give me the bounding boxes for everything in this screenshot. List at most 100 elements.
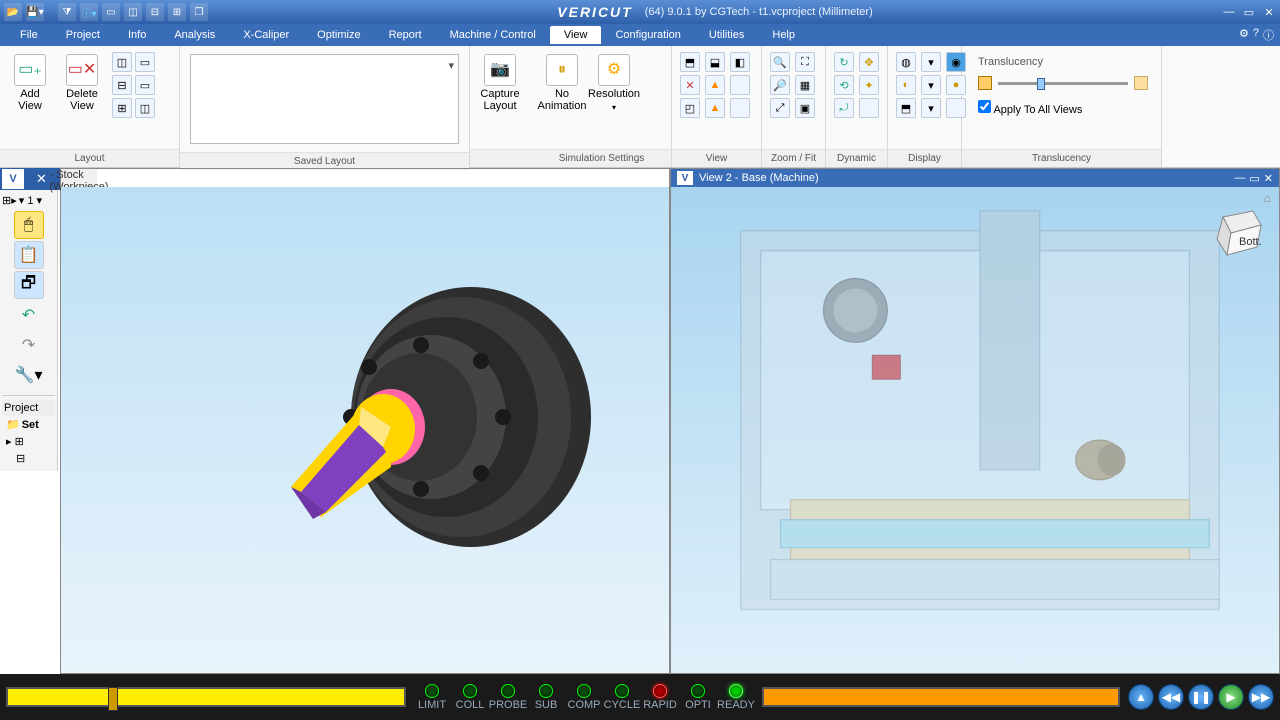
- dyn-6-icon[interactable]: [859, 98, 879, 118]
- play-eject-icon[interactable]: ▲: [1128, 684, 1154, 710]
- view-ic-8[interactable]: ▲: [705, 98, 725, 118]
- disp-8-icon[interactable]: ▾: [921, 98, 941, 118]
- progress-slider[interactable]: [6, 687, 406, 707]
- view-ic-2[interactable]: ⬓: [705, 52, 725, 72]
- menu-analysis[interactable]: Analysis: [160, 26, 229, 44]
- vt-drop-icon[interactable]: ▾ 1 ▾: [19, 194, 42, 207]
- feed-bar[interactable]: [762, 687, 1120, 707]
- menubar-info-icon[interactable]: ⓘ: [1263, 27, 1274, 43]
- view-ic-5[interactable]: ▲: [705, 75, 725, 95]
- vt-window-icon[interactable]: 🗗: [14, 271, 44, 299]
- dyn-4-icon[interactable]: ✦: [859, 75, 879, 95]
- qat-cascade-icon[interactable]: ❐: [190, 3, 208, 21]
- menu-config[interactable]: Configuration: [601, 26, 694, 44]
- menu-utilities[interactable]: Utilities: [695, 26, 758, 44]
- no-animation-button[interactable]: ⏸ No Animation: [538, 50, 586, 116]
- play-play-icon[interactable]: ▶: [1218, 684, 1244, 710]
- play-rewind-icon[interactable]: ◀◀: [1158, 684, 1184, 710]
- play-ff-icon[interactable]: ▶▶: [1248, 684, 1274, 710]
- view-ic-3[interactable]: ◧: [730, 52, 750, 72]
- maximize-icon[interactable]: ▭: [1242, 6, 1256, 19]
- layout-preset-3[interactable]: ⊟: [112, 75, 132, 95]
- add-view-icon: ▭₊: [14, 54, 46, 86]
- delete-view-button[interactable]: ▭✕ Delete View: [58, 50, 106, 116]
- menu-xcaliper[interactable]: X-Caliper: [229, 26, 303, 44]
- disp-1-icon[interactable]: ◍: [896, 52, 916, 72]
- vp2-max-icon[interactable]: ▭: [1249, 172, 1259, 185]
- qat-layout2-icon[interactable]: ◫: [124, 3, 142, 21]
- pan-icon[interactable]: ✥: [859, 52, 879, 72]
- vp1-canvas[interactable]: [61, 187, 669, 673]
- chuck-model: [251, 257, 611, 597]
- add-view-button[interactable]: ▭₊ Add View: [6, 50, 54, 116]
- vt-tool-icon[interactable]: 🔧▾: [14, 361, 44, 389]
- menubar-help-icon[interactable]: ?: [1253, 27, 1259, 43]
- vt-mouse-icon[interactable]: 🖱: [14, 211, 44, 239]
- menu-help[interactable]: Help: [758, 26, 809, 44]
- qat-filter-icon[interactable]: ⧩: [58, 3, 76, 21]
- disp-7-icon[interactable]: ⬒: [896, 98, 916, 118]
- vt-list-icon[interactable]: 📋: [14, 241, 44, 269]
- zoom-window-icon[interactable]: ▦: [795, 75, 815, 95]
- project-sub-item-2[interactable]: ⊟: [2, 450, 55, 467]
- view-ic-9[interactable]: [730, 98, 750, 118]
- trans-slider[interactable]: [978, 76, 1148, 90]
- layout-preset-4[interactable]: ▭: [135, 75, 155, 95]
- qat-save-icon[interactable]: 💾▾: [26, 3, 44, 21]
- qat-layout4-icon[interactable]: ⊞: [168, 3, 186, 21]
- resolution-button[interactable]: ⚙ Resolution▾: [590, 50, 638, 118]
- view-icons: ⬒⬓◧ ✕▲ ◰▲: [678, 50, 754, 120]
- disp-5-icon[interactable]: ▾: [921, 75, 941, 95]
- view-ic-6[interactable]: [730, 75, 750, 95]
- zoom-in-icon[interactable]: 🔍: [770, 52, 790, 72]
- disp-2-icon[interactable]: ▾: [921, 52, 941, 72]
- view-ic-7[interactable]: ◰: [680, 98, 700, 118]
- vp2-close-icon[interactable]: ✕: [1264, 172, 1273, 185]
- menubar-gear-icon[interactable]: ⚙: [1239, 27, 1249, 43]
- layout-preset-2[interactable]: ▭: [135, 52, 155, 72]
- qat-layout3-icon[interactable]: ⊟: [146, 3, 164, 21]
- project-setup-item[interactable]: 📁 Set: [2, 416, 55, 433]
- layout-preset-1[interactable]: ◫: [112, 52, 132, 72]
- vp2-canvas[interactable]: ⌂: [671, 187, 1279, 673]
- menu-file[interactable]: File: [6, 26, 52, 44]
- qat-open-icon[interactable]: 📂: [4, 3, 22, 21]
- menu-view[interactable]: View: [550, 26, 602, 44]
- vt-redo-icon[interactable]: ↷: [14, 331, 44, 359]
- rotate-icon[interactable]: ↻: [834, 52, 854, 72]
- zoom-out-icon[interactable]: 🔎: [770, 75, 790, 95]
- dyn-5-icon[interactable]: ⤾: [834, 98, 854, 118]
- vp2-min-icon[interactable]: —: [1234, 172, 1245, 185]
- light-coll: COLL: [452, 684, 488, 711]
- menu-report[interactable]: Report: [375, 26, 436, 44]
- ribbon-group-layout: ▭₊ Add View ▭✕ Delete View ◫ ▭ ⊟ ▭ ⊞ ◫ L…: [0, 46, 180, 167]
- zoom-5-icon[interactable]: ⤢: [770, 98, 790, 118]
- tab-close-icon[interactable]: ✕: [36, 171, 47, 187]
- vericut-tab-icon[interactable]: V: [2, 169, 24, 189]
- project-sub-item[interactable]: ▸ ⊞: [2, 433, 55, 450]
- layout-preset-5[interactable]: ⊞: [112, 98, 132, 118]
- view-ic-1[interactable]: ⬒: [680, 52, 700, 72]
- qat-info-icon[interactable]: ⓘ▾: [80, 3, 98, 21]
- zoom-fit-icon[interactable]: ⛶: [795, 52, 815, 72]
- capture-layout-button[interactable]: 📷 Capture Layout: [476, 50, 524, 116]
- home-icon[interactable]: ⌂: [1264, 191, 1271, 205]
- menu-project[interactable]: Project: [52, 26, 114, 44]
- zoom-6-icon[interactable]: ▣: [795, 98, 815, 118]
- menu-optimize[interactable]: Optimize: [303, 26, 374, 44]
- menu-info[interactable]: Info: [114, 26, 160, 44]
- layout-preset-6[interactable]: ◫: [135, 98, 155, 118]
- play-pause-icon[interactable]: ❚❚: [1188, 684, 1214, 710]
- disp-4-icon[interactable]: ◐: [896, 75, 916, 95]
- vt-tree-icon[interactable]: ⊞▸: [2, 194, 17, 207]
- menu-machine[interactable]: Machine / Control: [436, 26, 550, 44]
- apply-all-checkbox[interactable]: Apply To All Views: [978, 104, 1082, 116]
- view-ic-4[interactable]: ✕: [680, 75, 700, 95]
- minimize-icon[interactable]: —: [1222, 6, 1236, 19]
- nav-cube[interactable]: Bott.: [1211, 207, 1265, 261]
- saved-layout-gallery[interactable]: [190, 54, 459, 144]
- vt-undo-icon[interactable]: ↶: [14, 301, 44, 329]
- qat-layout1-icon[interactable]: ▭: [102, 3, 120, 21]
- close-icon[interactable]: ✕: [1262, 6, 1276, 19]
- dyn-3-icon[interactable]: ⟲: [834, 75, 854, 95]
